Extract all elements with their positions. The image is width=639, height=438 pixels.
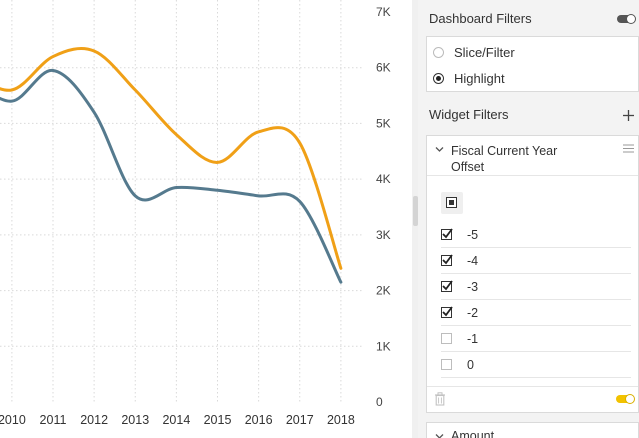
- checkbox[interactable]: [441, 254, 453, 266]
- x-tick-label: 2018: [327, 413, 355, 427]
- x-tick-label: 2014: [162, 413, 190, 427]
- series-line-1[interactable]: [0, 47, 343, 270]
- partial-checkbox-icon: [446, 197, 457, 208]
- filter-item[interactable]: -4: [441, 248, 631, 274]
- y-tick-label: 0: [376, 395, 383, 409]
- checkbox[interactable]: [441, 333, 452, 344]
- filter-item[interactable]: -2: [441, 300, 631, 326]
- add-filter-icon[interactable]: [622, 109, 635, 122]
- x-tick-label: 2016: [245, 413, 273, 427]
- filter-item[interactable]: -5: [441, 222, 631, 248]
- radio-button-selected[interactable]: [433, 72, 444, 84]
- x-tick-label: 2015: [204, 413, 232, 427]
- filter-item-label: -3: [467, 279, 479, 294]
- amount-filter-card: Amount: [426, 422, 639, 438]
- series-line-2[interactable]: [0, 69, 343, 284]
- mode-options-box: Slice/Filter Highlight: [426, 36, 639, 92]
- filter-title: Amount: [451, 429, 495, 438]
- checkbox[interactable]: [441, 280, 453, 292]
- filter-item[interactable]: 0: [441, 352, 631, 378]
- chart-svg: 7K 6K 5K 4K 3K 2K 1K 0 2010 2011 2012 2013 2014 2015 2…: [0, 0, 391, 427]
- y-tick-label: 2K: [376, 284, 391, 298]
- select-all-checkbox[interactable]: [441, 192, 463, 214]
- dashboard-filters-toggle[interactable]: [617, 14, 636, 24]
- radio-slice-filter[interactable]: Slice/Filter: [427, 40, 515, 64]
- y-tick-label: 4K: [376, 172, 391, 186]
- filter-item-label: -2: [467, 305, 479, 320]
- toggle-knob: [626, 14, 636, 24]
- chevron-down-icon[interactable]: [435, 433, 444, 438]
- collapse-handle[interactable]: [413, 196, 418, 226]
- dashboard-filters-title: Dashboard Filters: [429, 11, 532, 26]
- toggle-knob: [625, 394, 635, 404]
- x-tick-label: 2012: [80, 413, 108, 427]
- filter-card: Fiscal Current Year Offset -5 -4 -3 -2 -…: [426, 135, 639, 413]
- y-tick-label: 1K: [376, 339, 391, 353]
- radio-button[interactable]: [433, 46, 444, 58]
- drag-handle-icon[interactable]: [623, 144, 634, 153]
- radio-label: Highlight: [454, 70, 505, 86]
- filter-item-label: -5: [467, 227, 479, 242]
- x-tick-label: 2011: [40, 413, 67, 427]
- widget-filters-title: Widget Filters: [429, 107, 509, 122]
- filter-enabled-toggle[interactable]: [616, 394, 635, 404]
- y-tick-label: 5K: [376, 116, 391, 130]
- y-tick-label: 7K: [376, 5, 391, 19]
- x-tick-label: 2010: [0, 413, 26, 427]
- checkbox[interactable]: [441, 228, 453, 240]
- radio-label: Slice/Filter: [454, 44, 515, 60]
- card-footer-separator: [427, 386, 638, 387]
- filter-item-label: 0: [467, 357, 474, 372]
- x-tick-label: 2017: [286, 413, 314, 427]
- filter-item[interactable]: -3: [441, 274, 631, 300]
- line-chart: 7K 6K 5K 4K 3K 2K 1K 0 2010 2011 2012 2013 2014 2015 2…: [0, 0, 391, 427]
- y-tick-label: 3K: [376, 228, 391, 242]
- filters-panel: Dashboard Filters Slice/Filter Highlight…: [418, 0, 639, 438]
- trash-icon[interactable]: [434, 392, 446, 406]
- filter-item-label: -4: [467, 253, 479, 268]
- checkbox[interactable]: [441, 306, 453, 318]
- card-separator: [427, 175, 638, 176]
- filter-item[interactable]: -1: [441, 326, 631, 352]
- x-tick-label: 2013: [121, 413, 149, 427]
- y-tick-label: 6K: [376, 61, 391, 75]
- checkbox[interactable]: [441, 359, 452, 370]
- filter-item-label: -1: [467, 331, 479, 346]
- filter-title: Fiscal Current Year Offset: [451, 144, 558, 174]
- radio-highlight[interactable]: Highlight: [427, 66, 505, 90]
- chevron-down-icon[interactable]: [435, 146, 444, 153]
